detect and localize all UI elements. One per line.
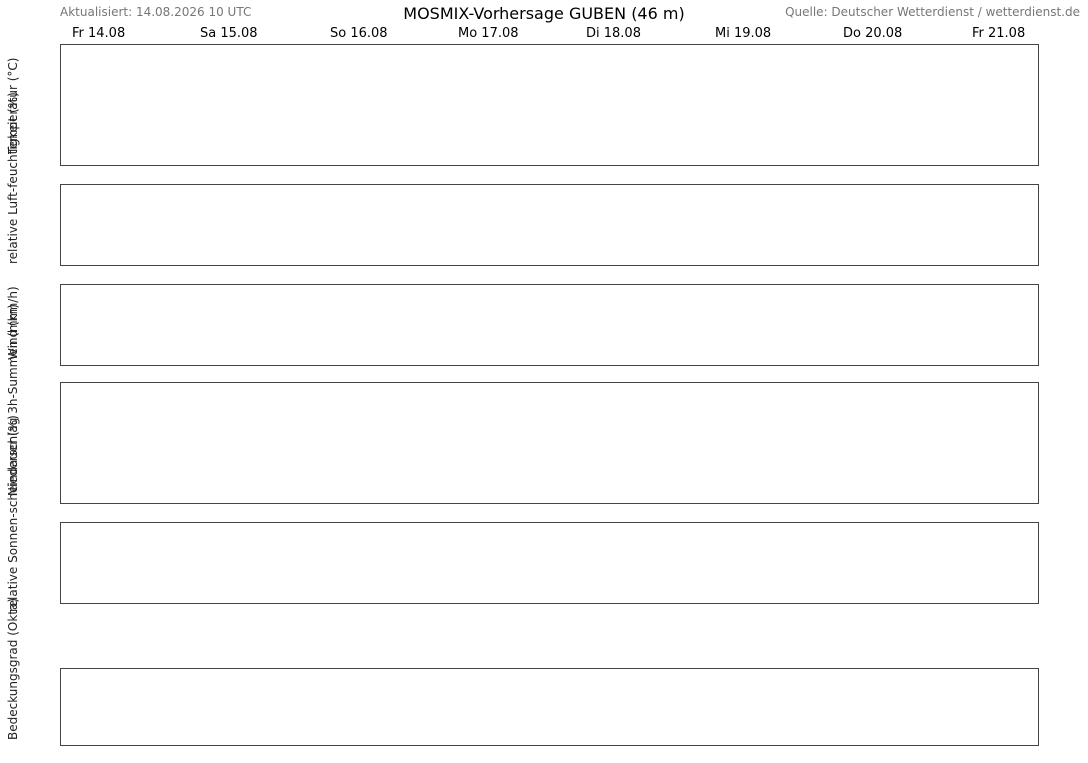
day-label: Sa 15.08	[200, 26, 258, 41]
humidity-panel	[60, 184, 1039, 266]
temperature-panel	[60, 44, 1039, 166]
day-label: Fr 14.08	[72, 26, 126, 41]
cloud-panel	[60, 668, 1039, 746]
day-label: Mi 19.08	[715, 26, 772, 41]
humid-axis-label: relative Luft-feuchtigkeit (%)	[6, 92, 20, 264]
day-label: So 16.08	[330, 26, 388, 41]
cloud-axis-label: Bedeckungsgrad (Okta)	[6, 597, 20, 740]
wind-panel	[60, 284, 1039, 366]
precip-panel	[60, 382, 1039, 504]
day-label: Do 20.08	[843, 26, 903, 41]
day-label: Di 18.08	[586, 26, 641, 41]
updated-text: Aktualisiert: 14.08.2026 10 UTC	[60, 5, 252, 19]
day-label: Mo 17.08	[458, 26, 519, 41]
day-label: Fr 21.08	[972, 26, 1026, 41]
sun-axis-label: relative Sonnen-scheindauer (%)	[6, 415, 20, 612]
sunshine-panel	[60, 522, 1039, 604]
source-text: Quelle: Deutscher Wetterdienst / wetterd…	[785, 5, 1080, 19]
chart-title: MOSMIX-Vorhersage GUBEN (46 m)	[403, 4, 685, 23]
